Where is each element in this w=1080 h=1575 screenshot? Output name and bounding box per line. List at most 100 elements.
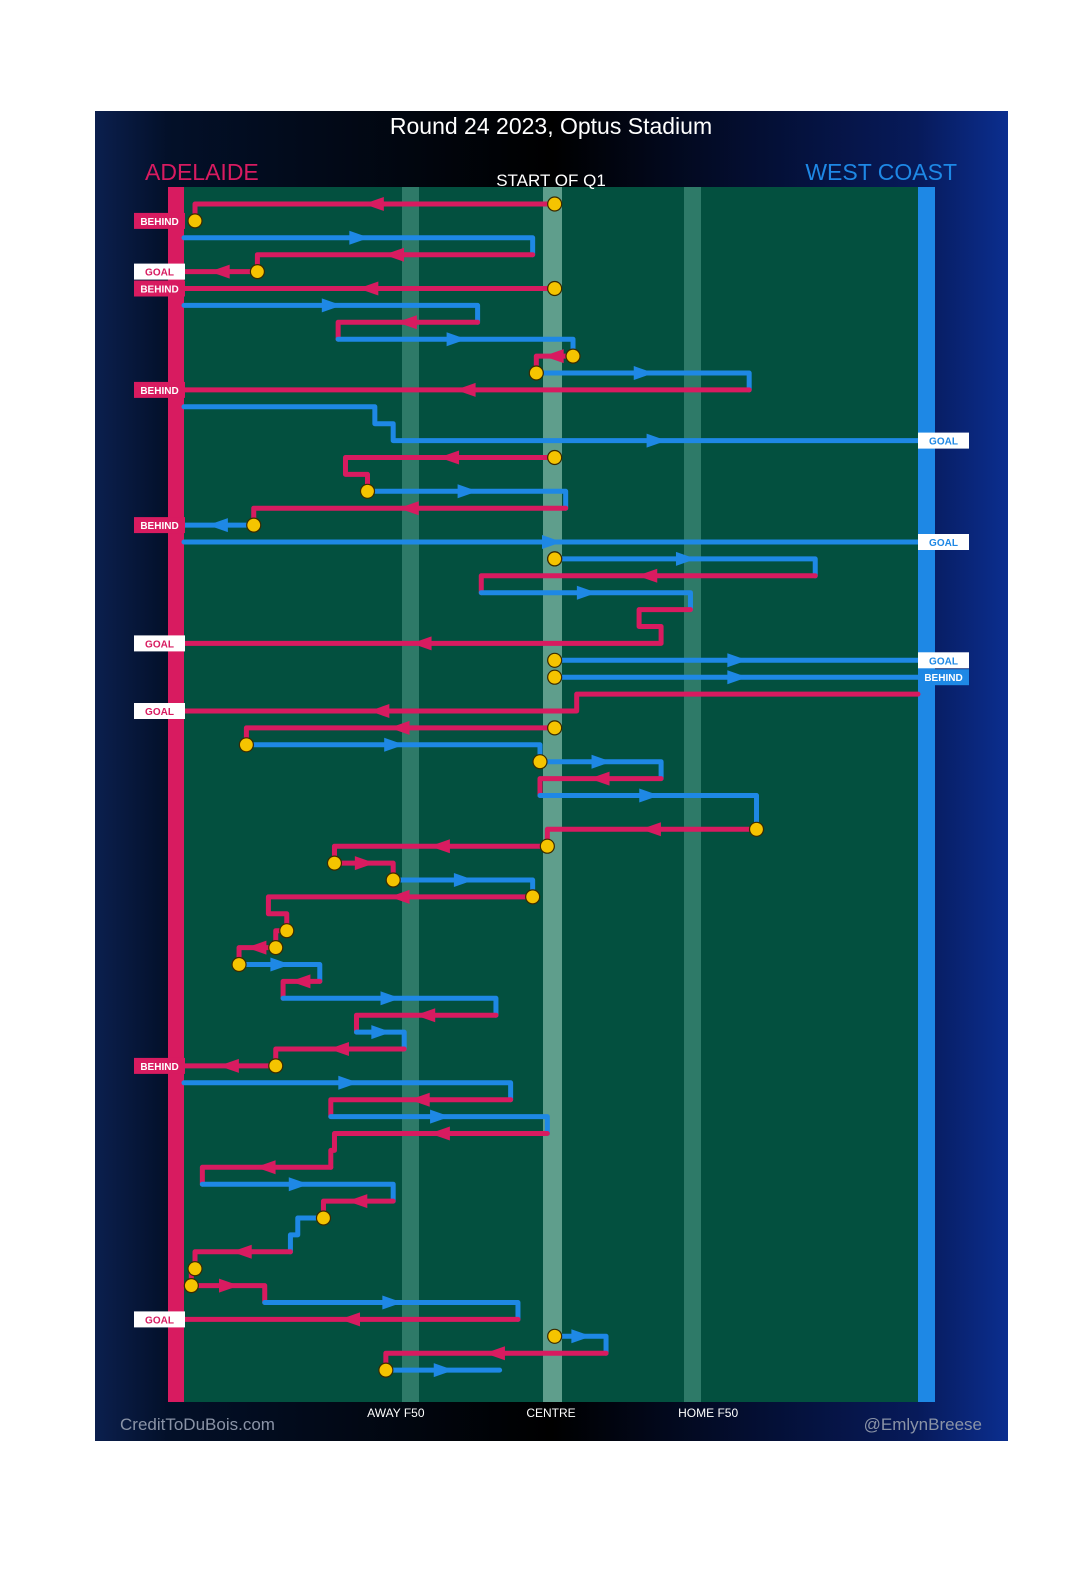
chain-turnover-20-ball-marker xyxy=(183,1277,199,1294)
chain-turnover-17-ball-marker xyxy=(268,1058,284,1074)
chain-47-path xyxy=(328,1131,550,1170)
chain-1-arrow xyxy=(349,230,370,245)
chain-48-path xyxy=(199,1164,334,1187)
chain-turnover-4-ball-marker xyxy=(359,483,376,499)
chain-38-arrow xyxy=(290,974,311,989)
result-label-56: GOAL xyxy=(145,1315,174,1326)
result-label-43: BEHIND xyxy=(140,1062,178,1073)
result-badge-21 xyxy=(134,635,185,652)
chain-turnover-0-ball-marker xyxy=(187,213,203,229)
credit-left: CreditToDuBois.com xyxy=(120,1415,275,1434)
chain-12-path xyxy=(342,455,558,494)
result-label-22: GOAL xyxy=(929,656,958,667)
chain-11-path xyxy=(181,404,921,444)
chain-32-arrow xyxy=(354,856,375,871)
result-badge-11 xyxy=(918,432,969,449)
x-tick-label-1: CENTRE xyxy=(526,1406,575,1420)
chain-turnover-13-ball-marker xyxy=(525,889,541,905)
chain-turnover-11-ball-marker xyxy=(326,855,343,871)
chain-5-path xyxy=(181,302,481,325)
chain-56-arrow xyxy=(339,1312,360,1327)
chain-23-ball-marker xyxy=(547,669,563,685)
chain-41-arrow xyxy=(371,1025,392,1040)
chain-6-path xyxy=(335,319,481,342)
chain-28-path xyxy=(537,776,664,798)
chain-55-path xyxy=(262,1300,521,1322)
away-f50-band xyxy=(402,187,419,1402)
chain-51-path xyxy=(287,1215,326,1255)
chain-28-arrow xyxy=(589,771,610,786)
result-badge-43 xyxy=(134,1057,185,1074)
chain-18-arrow xyxy=(675,551,696,566)
chain-13-path xyxy=(365,488,569,511)
chain-57-arrow xyxy=(571,1329,592,1344)
chain-34-arrow xyxy=(389,889,410,904)
chain-turnover-2-ball-marker xyxy=(565,348,581,364)
chain-8-arrow xyxy=(543,349,564,364)
result-label-10: BEHIND xyxy=(140,386,178,397)
result-badge-17 xyxy=(918,534,969,550)
result-label-24: GOAL xyxy=(145,707,174,718)
chain-7-arrow xyxy=(446,332,467,347)
chain-20-arrow xyxy=(576,585,597,600)
x-tick-label-0: AWAY F50 xyxy=(367,1406,425,1420)
result-label-21: GOAL xyxy=(145,639,174,650)
chain-58-arrow xyxy=(484,1346,505,1361)
chain-3-arrow xyxy=(209,264,230,279)
chain-turnover-10-ball-marker xyxy=(539,838,555,854)
chain-1-path xyxy=(181,235,536,258)
chain-52-arrow xyxy=(231,1244,252,1259)
chain-36-arrow xyxy=(246,940,267,955)
result-badge-4 xyxy=(134,280,185,297)
home-goal-line xyxy=(918,187,935,1402)
chain-40-path xyxy=(353,1012,499,1035)
chain-0-arrow xyxy=(363,197,384,211)
chain-15-arrow xyxy=(207,518,228,533)
result-badge-3 xyxy=(134,263,185,280)
result-badge-0 xyxy=(134,212,185,229)
chain-20-path xyxy=(478,590,693,613)
chain-0-ball-marker xyxy=(547,196,563,212)
chain-50-arrow xyxy=(347,1194,368,1209)
chain-14-arrow xyxy=(398,501,419,516)
chain-4-ball-marker xyxy=(547,280,563,297)
result-label-3: GOAL xyxy=(145,268,174,279)
chain-turnover-15-ball-marker xyxy=(268,939,284,956)
chain-37-path xyxy=(236,962,323,984)
chain-57-ball-marker xyxy=(547,1328,563,1344)
chain-9-arrow xyxy=(633,366,654,380)
chain-12-arrow xyxy=(439,450,460,465)
result-badge-56 xyxy=(134,1311,185,1328)
chain-turnover-21-ball-marker xyxy=(378,1362,394,1378)
chain-31-arrow xyxy=(429,839,450,854)
chain-turnover-9-ball-marker xyxy=(748,821,765,837)
chain-turnover-14-ball-marker xyxy=(279,923,295,939)
chain-turnover-3-ball-marker xyxy=(528,365,544,381)
chain-44-arrow xyxy=(338,1075,359,1090)
chain-6-arrow xyxy=(396,315,417,330)
chain-39-arrow xyxy=(380,991,401,1006)
chain-turnover-1-ball-marker xyxy=(249,264,265,280)
chain-46-arrow xyxy=(430,1109,451,1124)
chain-47-arrow xyxy=(429,1126,450,1141)
chain-54-arrow xyxy=(219,1278,240,1293)
chain-49-path xyxy=(199,1181,396,1204)
chains-layer xyxy=(181,196,921,1378)
chain-25-ball-marker xyxy=(547,720,563,736)
chain-54-path xyxy=(188,1283,268,1305)
chain-23-arrow xyxy=(727,670,748,685)
away-goal-line xyxy=(168,187,184,1402)
chain-12-ball-marker xyxy=(547,449,563,466)
chain-37-arrow xyxy=(270,957,291,972)
chain-26-arrow xyxy=(384,737,405,752)
chain-40-arrow xyxy=(415,1008,436,1023)
chain-turnover-19-ball-marker xyxy=(187,1261,203,1277)
result-badge-10 xyxy=(134,381,185,398)
chain-19-path xyxy=(478,573,818,596)
chain-turnover-18-ball-marker xyxy=(315,1210,332,1226)
chain-29-arrow xyxy=(639,788,660,803)
chain-42-arrow xyxy=(328,1042,349,1056)
chain-39-path xyxy=(280,995,499,1018)
quarter-label: START OF Q1 xyxy=(496,171,606,190)
